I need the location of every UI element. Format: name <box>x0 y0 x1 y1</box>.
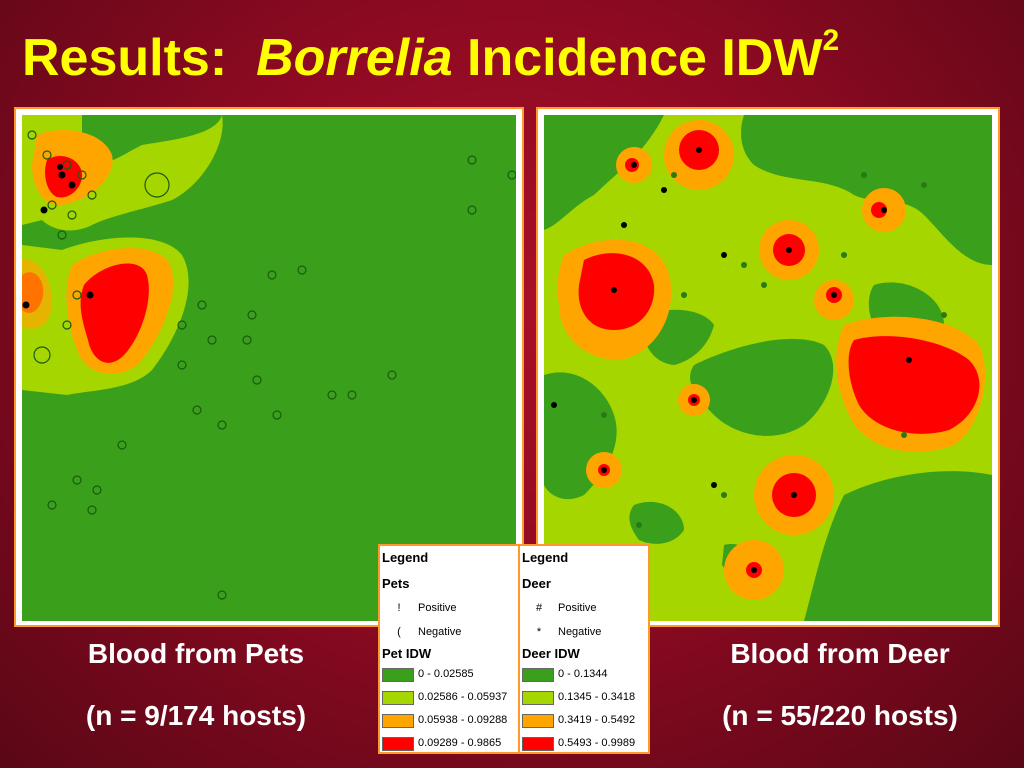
pets-positive-points <box>22 164 94 309</box>
pets-swatch-class-4 <box>382 737 414 751</box>
deer-caption-count: (n = 55/220 hosts) <box>722 700 958 731</box>
pets-legend-heading: Legend <box>382 550 429 565</box>
deer-legend-heading: Legend <box>522 550 569 565</box>
pets-negative-symbol: ( <box>397 626 401 638</box>
deer-legend-group: Deer <box>522 576 551 591</box>
deer-positive-symbol: # <box>535 602 543 614</box>
title-prefix: Results: <box>22 29 228 87</box>
pets-idw-heading: Pet IDW <box>382 646 432 661</box>
deer-class-1-area <box>629 501 684 544</box>
deer-swatch-class-4 <box>522 737 554 751</box>
pets-swatch-class-2 <box>382 691 414 705</box>
deer-legend: Legend Deer # Positive * Negative Deer I… <box>518 544 650 754</box>
deer-negative-symbol: * <box>536 626 542 638</box>
pets-caption-title: Blood from Pets <box>87 638 305 669</box>
pets-caption-count: (n = 9/174 hosts) <box>85 700 307 731</box>
deer-swatch-class-1 <box>522 668 554 682</box>
deer-caption-title: Blood from Deer <box>730 638 950 669</box>
deer-class-1-area <box>804 471 992 621</box>
pets-positive-label: Positive <box>418 602 457 614</box>
title-superscript: 2 <box>822 24 840 57</box>
deer-class-1-area <box>544 115 664 230</box>
title-suffix: Incidence IDW <box>467 29 823 87</box>
deer-range-2: 0.1345 - 0.3418 <box>558 691 636 703</box>
pets-sample-points <box>27 130 516 600</box>
pets-class-4-area <box>80 263 149 363</box>
deer-class-1-area <box>741 115 992 265</box>
pets-class-3-area <box>22 259 52 329</box>
pets-map-graphic <box>22 115 516 621</box>
deer-range-3: 0.3419 - 0.5492 <box>558 714 636 726</box>
pets-swatch-class-1 <box>382 668 414 682</box>
pets-range-2: 0.02586 - 0.05937 <box>418 691 508 703</box>
deer-positive-points <box>551 147 912 573</box>
deer-idw-map <box>536 107 1000 627</box>
pets-range-4: 0.09289 - 0.9865 <box>418 737 502 749</box>
deer-negative-label: Negative <box>558 626 602 638</box>
slide-title: Results: Borrelia Incidence IDW2 <box>22 24 839 88</box>
deer-idw-heading: Deer IDW <box>522 646 580 661</box>
pets-range-1: 0 - 0.02585 <box>418 668 474 680</box>
pets-idw-map <box>14 107 524 627</box>
pets-legend-group: Pets <box>382 576 410 591</box>
pets-class-1-area <box>82 115 222 166</box>
deer-range-1: 0 - 0.1344 <box>558 668 608 680</box>
deer-swatch-class-2 <box>522 691 554 705</box>
deer-positive-label: Positive <box>558 602 597 614</box>
deer-class-1-area <box>690 338 834 436</box>
deer-swatch-class-3 <box>522 714 554 728</box>
deer-negative-points <box>601 172 947 528</box>
pets-legend: Legend Pets ! Positive ( Negative Pet ID… <box>378 544 520 754</box>
pets-negative-label: Negative <box>418 626 462 638</box>
title-italic: Borrelia <box>256 29 453 87</box>
pets-range-3: 0.05938 - 0.09288 <box>418 714 508 726</box>
pets-positive-symbol: ! <box>397 602 401 614</box>
deer-map-graphic <box>544 115 992 621</box>
deer-range-4: 0.5493 - 0.9989 <box>558 737 636 749</box>
pets-swatch-class-3 <box>382 714 414 728</box>
